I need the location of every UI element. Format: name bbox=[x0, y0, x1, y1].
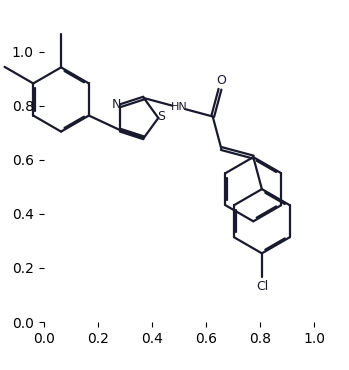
Text: N: N bbox=[112, 98, 121, 111]
Text: S: S bbox=[157, 110, 165, 123]
Text: O: O bbox=[216, 74, 226, 87]
Text: Cl: Cl bbox=[256, 280, 268, 293]
Text: HN: HN bbox=[171, 102, 187, 112]
